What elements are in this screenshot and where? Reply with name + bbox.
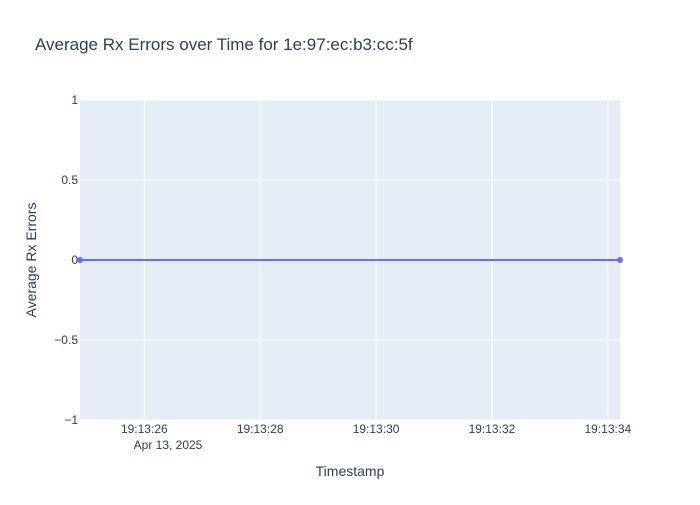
data-point[interactable] xyxy=(617,257,623,263)
x-axis-ticks: 19:13:26 19:13:28 19:13:30 19:13:32 19:13:34 xyxy=(121,422,632,436)
chart-title: Average Rx Errors over Time for 1e:97:ec… xyxy=(35,35,413,54)
x-tick-label: 19:13:30 xyxy=(353,422,400,436)
series-layer xyxy=(77,257,623,263)
y-tick-label: 0.5 xyxy=(61,173,78,187)
y-axis-title: Average Rx Errors xyxy=(23,203,39,318)
x-tick-label: 19:13:26 xyxy=(121,422,168,436)
y-tick-label: −1 xyxy=(64,413,78,427)
x-tick-label: 19:13:34 xyxy=(584,422,631,436)
y-tick-label: −0.5 xyxy=(54,333,78,347)
x-axis-title: Timestamp xyxy=(316,463,385,479)
x-tick-label: 19:13:32 xyxy=(469,422,516,436)
y-tick-label: 1 xyxy=(71,93,78,107)
x-axis-date-label: Apr 13, 2025 xyxy=(134,438,203,452)
y-tick-label: 0 xyxy=(71,253,78,267)
data-point[interactable] xyxy=(77,257,83,263)
x-tick-label: 19:13:28 xyxy=(237,422,284,436)
y-axis-ticks: 1 0.5 0 −0.5 −1 xyxy=(54,93,78,427)
